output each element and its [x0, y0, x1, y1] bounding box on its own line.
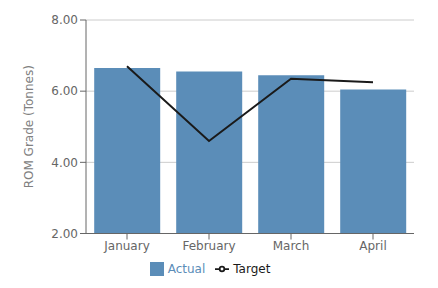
- svg-text:February: February: [182, 239, 235, 253]
- svg-text:2.00: 2.00: [51, 227, 78, 241]
- svg-text:April: April: [359, 239, 386, 253]
- svg-text:4.00: 4.00: [51, 156, 78, 170]
- html-text:Target: Target: [233, 261, 271, 276]
- html-text:Actual: Actual: [167, 261, 206, 276]
- svg-text:ROM Grade (Tonnes): ROM Grade (Tonnes): [22, 65, 36, 188]
- svg-text:March: March: [273, 239, 310, 253]
- svg-text:6.00: 6.00: [51, 84, 78, 98]
- svg-text:8.00: 8.00: [51, 13, 78, 27]
- svg-text:January: January: [103, 239, 150, 253]
